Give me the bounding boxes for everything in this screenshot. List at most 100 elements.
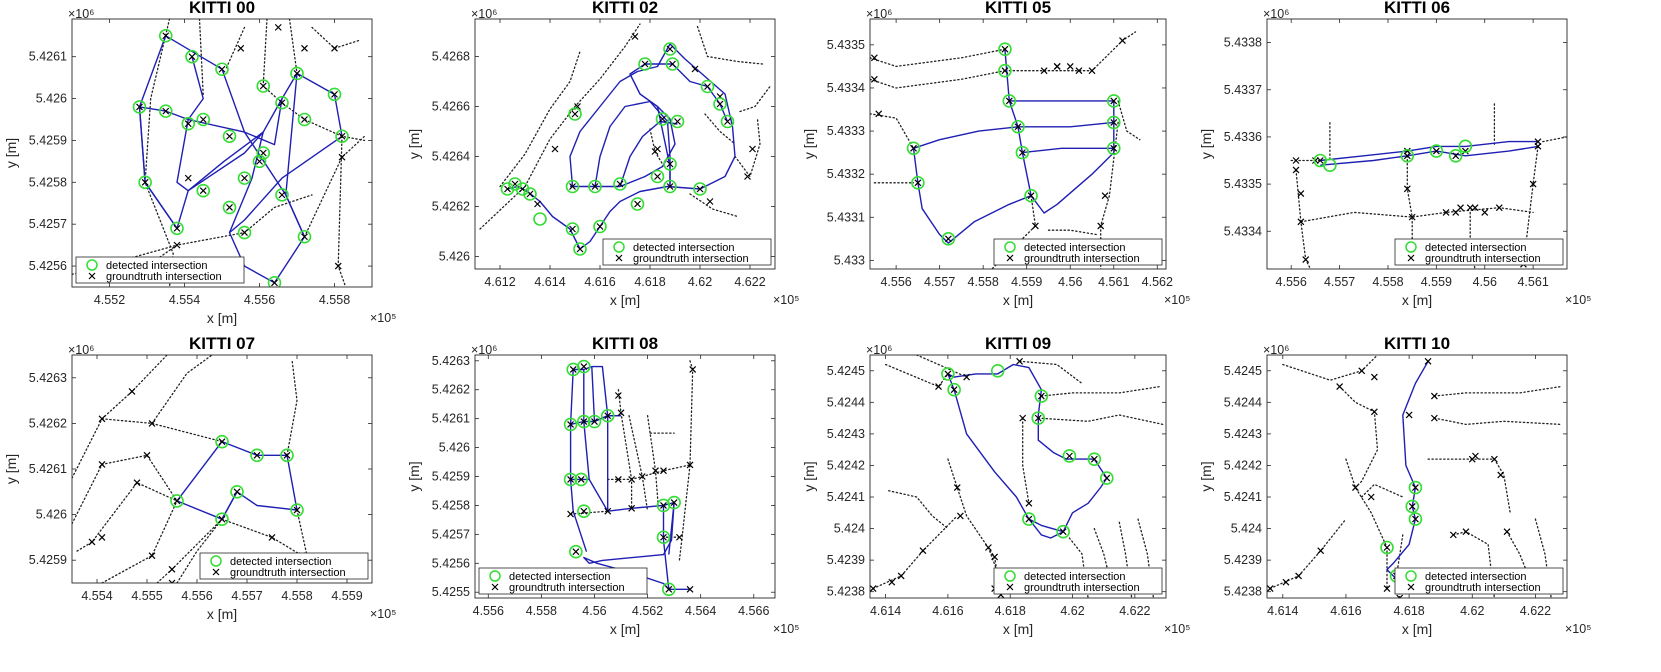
legend-detected-marker (210, 555, 222, 567)
groundtruth-marker (98, 415, 106, 423)
y-axis-exponent: ×10⁶ (866, 7, 892, 21)
groundtruth-marker (1059, 528, 1067, 536)
detected-marker (574, 472, 588, 487)
legend-box (75, 256, 245, 284)
groundtruth-marker (1317, 547, 1325, 555)
groundtruth-marker (1053, 62, 1061, 70)
road-line (888, 490, 949, 530)
groundtruth-marker (614, 475, 622, 483)
groundtruth-marker (1027, 192, 1035, 200)
detected-marker (138, 175, 152, 190)
y-tick-label: 5.4238 (827, 585, 865, 599)
detected-marker (1323, 158, 1337, 173)
road-line (1018, 360, 1083, 385)
legend-groundtruth-marker (615, 254, 623, 262)
detected-marker (588, 179, 602, 194)
legend-detected-label: detected intersection (1425, 571, 1527, 583)
groundtruth-marker (1267, 585, 1274, 592)
groundtruth-marker (744, 173, 751, 180)
trajectory-line (583, 369, 609, 512)
y-tick-label: 5.4336 (1224, 130, 1262, 144)
groundtruth-marker (1430, 392, 1438, 400)
groundtruth-marker (676, 533, 683, 541)
groundtruth-marker (576, 245, 584, 253)
groundtruth-marker (1503, 528, 1511, 536)
groundtruth-marker (749, 145, 756, 153)
detected-marker (523, 187, 537, 201)
axes-frame (71, 18, 373, 288)
groundtruth-marker (666, 183, 674, 190)
detected-marker (941, 367, 955, 381)
groundtruth-marker (241, 174, 248, 182)
y-tick-label: 5.4257 (432, 527, 470, 541)
detected-marker (170, 221, 184, 236)
groundtruth-marker (571, 110, 579, 118)
x-tick-label: 4.618 (995, 604, 1026, 618)
detected-marker (297, 229, 312, 244)
legend-box (602, 238, 772, 266)
trajectory-line (221, 491, 238, 520)
groundtruth-marker (173, 224, 181, 232)
groundtruth-marker (534, 200, 541, 208)
groundtruth-marker (1018, 149, 1026, 157)
groundtruth-marker (338, 153, 346, 161)
groundtruth-marker (233, 488, 241, 496)
detected-marker (252, 154, 267, 169)
groundtruth-marker (604, 507, 612, 515)
detected-marker (1380, 540, 1394, 555)
detected-marker (577, 359, 591, 374)
plot-content (870, 31, 1141, 269)
detected-marker (1405, 499, 1420, 514)
x-tick-label: 4.614 (870, 604, 901, 618)
road-line (569, 510, 609, 515)
groundtruth-marker (1424, 357, 1432, 365)
groundtruth-marker (1037, 392, 1045, 400)
groundtruth-marker (1014, 123, 1022, 131)
road-line (1361, 483, 1404, 498)
legend-groundtruth-label: groundtruth intersection (1425, 253, 1541, 265)
x-tick-label: 4.62 (1060, 604, 1084, 618)
road-line (1345, 458, 1388, 590)
groundtruth-marker (686, 585, 694, 593)
plot-area (1267, 355, 1567, 598)
detected-marker (237, 171, 252, 185)
x-tick-label: 4.559 (1421, 275, 1452, 289)
x-axis-label: x [m] (1402, 292, 1432, 308)
x-tick-label: 4.622 (1119, 604, 1150, 618)
x-axis-label: x [m] (1003, 292, 1033, 308)
groundtruth-marker (1411, 515, 1419, 523)
x-tick-label: 4.556 (1276, 275, 1307, 289)
groundtruth-marker (870, 75, 878, 83)
groundtruth-marker (259, 82, 267, 90)
x-axis-label: x [m] (610, 292, 640, 308)
x-tick-label: 4.616 (584, 275, 615, 289)
detected-marker (1448, 148, 1463, 163)
y-axis-label: y [m] (1198, 461, 1214, 491)
groundtruth-marker (617, 409, 625, 417)
groundtruth-marker (1457, 204, 1464, 212)
road-line (151, 355, 213, 425)
trajectory-line (594, 100, 671, 187)
detected-marker (196, 112, 211, 127)
trajectory-line (285, 73, 306, 238)
chart-panel: 4.556 4.557 4.558 4.559 4.56 4.561 5.4334 5.433… (1198, 0, 1591, 308)
trajectory-line (244, 98, 283, 146)
detected-marker (275, 188, 289, 202)
y-tick-label: 5.4257 (29, 217, 67, 231)
plot-content (1267, 355, 1562, 598)
groundtruth-marker (1430, 414, 1438, 422)
y-tick-label: 5.4245 (827, 364, 865, 378)
detected-marker (256, 146, 271, 160)
road-line (1542, 136, 1567, 143)
y-tick-label: 5.4258 (29, 175, 67, 189)
detected-marker (613, 177, 627, 191)
detected-marker (998, 42, 1012, 56)
detected-marker (335, 129, 349, 144)
y-tick-label: 5.4261 (432, 412, 470, 426)
x-tick-label: 4.622 (734, 275, 765, 289)
plot-content (72, 19, 366, 287)
road-line (288, 19, 298, 75)
road-line (1047, 229, 1098, 236)
groundtruth-marker (1358, 367, 1366, 375)
